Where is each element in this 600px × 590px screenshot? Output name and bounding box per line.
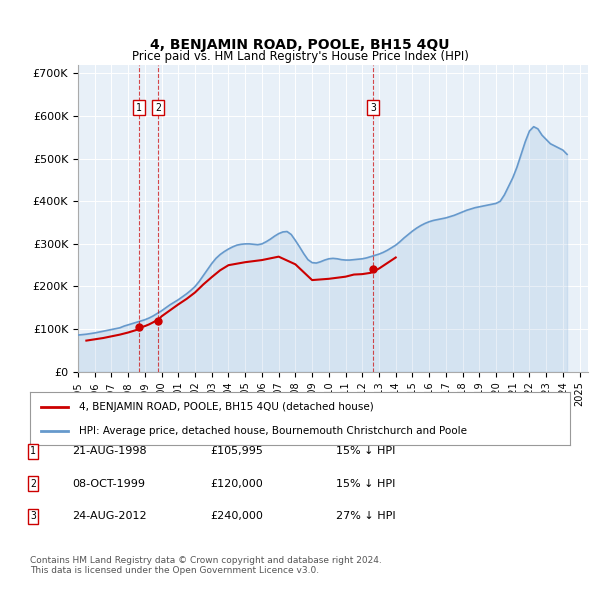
- Text: 2: 2: [30, 479, 36, 489]
- Text: Contains HM Land Registry data © Crown copyright and database right 2024.
This d: Contains HM Land Registry data © Crown c…: [30, 556, 382, 575]
- Text: 1: 1: [136, 103, 142, 113]
- Text: HPI: Average price, detached house, Bournemouth Christchurch and Poole: HPI: Average price, detached house, Bour…: [79, 425, 467, 435]
- Text: 08-OCT-1999: 08-OCT-1999: [72, 479, 145, 489]
- Text: 1: 1: [30, 447, 36, 456]
- Text: 27% ↓ HPI: 27% ↓ HPI: [336, 512, 395, 521]
- Text: £120,000: £120,000: [210, 479, 263, 489]
- Text: 4, BENJAMIN ROAD, POOLE, BH15 4QU (detached house): 4, BENJAMIN ROAD, POOLE, BH15 4QU (detac…: [79, 402, 373, 412]
- Text: 15% ↓ HPI: 15% ↓ HPI: [336, 479, 395, 489]
- Text: £105,995: £105,995: [210, 447, 263, 456]
- Text: 21-AUG-1998: 21-AUG-1998: [72, 447, 146, 456]
- Text: 24-AUG-2012: 24-AUG-2012: [72, 512, 146, 521]
- Text: Price paid vs. HM Land Registry's House Price Index (HPI): Price paid vs. HM Land Registry's House …: [131, 50, 469, 63]
- Text: 15% ↓ HPI: 15% ↓ HPI: [336, 447, 395, 456]
- Text: 3: 3: [30, 512, 36, 521]
- Text: 4, BENJAMIN ROAD, POOLE, BH15 4QU: 4, BENJAMIN ROAD, POOLE, BH15 4QU: [150, 38, 450, 53]
- Text: £240,000: £240,000: [210, 512, 263, 521]
- Text: 2: 2: [155, 103, 161, 113]
- Text: 3: 3: [370, 103, 376, 113]
